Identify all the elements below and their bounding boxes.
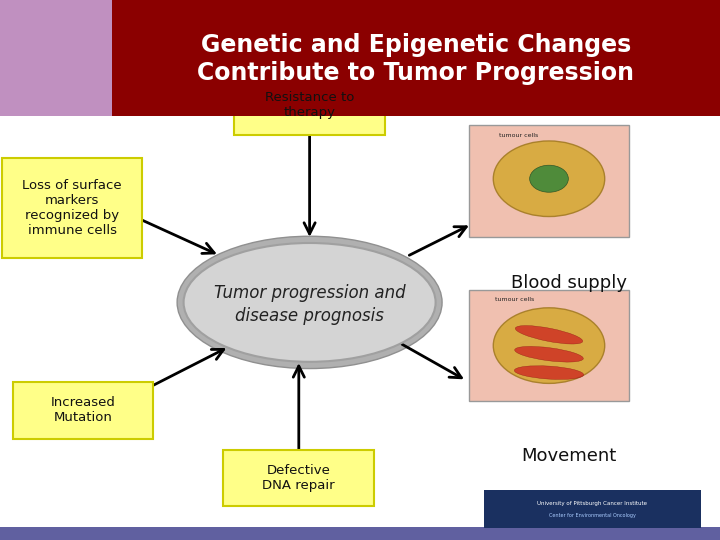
FancyBboxPatch shape (0, 526, 720, 540)
Ellipse shape (184, 243, 436, 362)
Text: disease prognosis: disease prognosis (235, 307, 384, 325)
Text: Tumor progression and: Tumor progression and (214, 284, 405, 302)
Text: Blood supply: Blood supply (510, 274, 627, 293)
FancyBboxPatch shape (234, 76, 385, 135)
FancyBboxPatch shape (13, 382, 153, 438)
Text: Loss of surface
markers
recognized by
immune cells: Loss of surface markers recognized by im… (22, 179, 122, 237)
Ellipse shape (516, 326, 582, 344)
FancyBboxPatch shape (223, 449, 374, 507)
Text: Resistance to
therapy: Resistance to therapy (265, 91, 354, 119)
FancyBboxPatch shape (469, 125, 629, 237)
FancyBboxPatch shape (2, 158, 143, 258)
Ellipse shape (177, 237, 442, 368)
Text: Genetic and Epigenetic Changes: Genetic and Epigenetic Changes (201, 32, 631, 57)
Ellipse shape (493, 141, 605, 217)
FancyBboxPatch shape (469, 290, 629, 401)
Text: Defective
DNA repair: Defective DNA repair (263, 464, 335, 492)
FancyBboxPatch shape (0, 0, 720, 116)
FancyBboxPatch shape (0, 0, 112, 116)
Ellipse shape (514, 366, 584, 380)
Ellipse shape (515, 347, 583, 362)
Text: Increased
Mutation: Increased Mutation (50, 396, 115, 424)
Text: tumour cells: tumour cells (500, 133, 539, 138)
Ellipse shape (493, 308, 605, 383)
Text: tumour cells: tumour cells (495, 296, 534, 302)
Ellipse shape (530, 165, 568, 192)
Text: Center for Environmental Oncology: Center for Environmental Oncology (549, 514, 636, 518)
Text: Contribute to Tumor Progression: Contribute to Tumor Progression (197, 61, 634, 85)
Text: Movement: Movement (521, 447, 616, 465)
Text: University of Pittsburgh Cancer Institute: University of Pittsburgh Cancer Institut… (537, 501, 647, 506)
FancyBboxPatch shape (484, 490, 701, 528)
